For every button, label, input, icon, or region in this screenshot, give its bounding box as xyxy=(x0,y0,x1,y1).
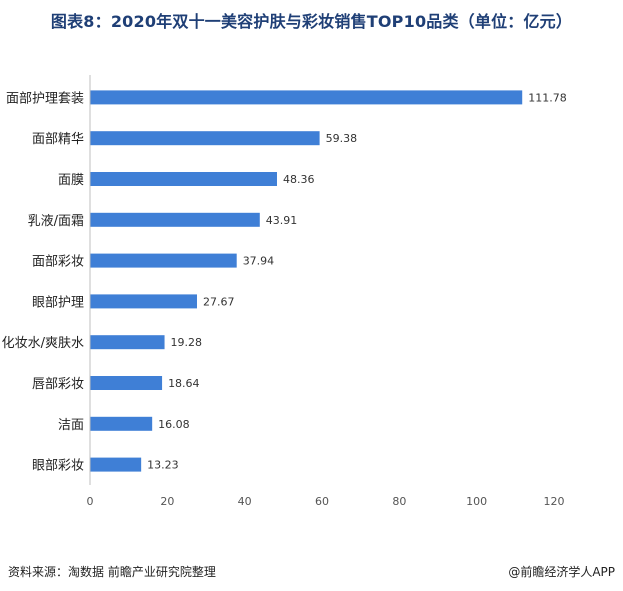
category-label: 面部彩妆 xyxy=(32,255,84,270)
bars-layer xyxy=(90,90,523,472)
bar xyxy=(90,457,142,472)
x-tick-label: 80 xyxy=(392,495,406,508)
category-label: 眼部护理 xyxy=(32,295,84,310)
value-label: 27.67 xyxy=(203,295,235,308)
category-label: 化妆水/爽肤水 xyxy=(2,336,84,351)
x-tick-label: 120 xyxy=(544,495,565,508)
bar xyxy=(90,90,523,105)
category-label: 眼部彩妆 xyxy=(32,459,84,474)
bar xyxy=(90,253,237,268)
chart-title: 图表8：2020年双十一美容护肤与彩妆销售TOP10品类（单位：亿元） xyxy=(50,12,573,31)
value-label: 59.38 xyxy=(326,132,358,145)
x-tick-label: 60 xyxy=(315,495,329,508)
category-label: 洁面 xyxy=(58,418,84,433)
bar xyxy=(90,335,165,350)
value-label: 111.78 xyxy=(528,91,567,104)
x-tick-label: 0 xyxy=(87,495,94,508)
x-tick-label: 40 xyxy=(238,495,252,508)
bar xyxy=(90,416,153,431)
axis-layer: 0 20 40 60 80 100 120 xyxy=(87,75,565,508)
value-label: 37.94 xyxy=(243,255,275,268)
value-label: 43.91 xyxy=(266,214,298,227)
bar xyxy=(90,376,163,390)
bar xyxy=(90,212,260,227)
value-label: 48.36 xyxy=(283,173,315,186)
bar xyxy=(90,172,277,186)
x-tick-label: 100 xyxy=(466,495,487,508)
value-label: 16.08 xyxy=(158,418,190,431)
bar xyxy=(90,131,320,146)
category-label: 面部护理套装 xyxy=(6,90,84,106)
brand-note: @前瞻经济学人APP xyxy=(508,565,615,579)
category-label: 面膜 xyxy=(58,173,84,188)
value-label: 13.23 xyxy=(147,459,179,472)
category-label: 面部精华 xyxy=(32,132,84,147)
source-note: 资料来源：淘数据 前瞻产业研究院整理 xyxy=(8,565,216,579)
value-label: 18.64 xyxy=(168,377,200,390)
category-label: 乳液/面霜 xyxy=(28,214,84,229)
category-label: 唇部彩妆 xyxy=(32,377,84,392)
x-tick-label: 20 xyxy=(160,495,174,508)
value-label: 19.28 xyxy=(171,336,203,349)
labels-layer: 111.78 面部护理套装 59.38 面部精华 48.36 面膜 43.91 乳液/面霜 37… xyxy=(2,90,567,473)
bar xyxy=(90,294,197,309)
